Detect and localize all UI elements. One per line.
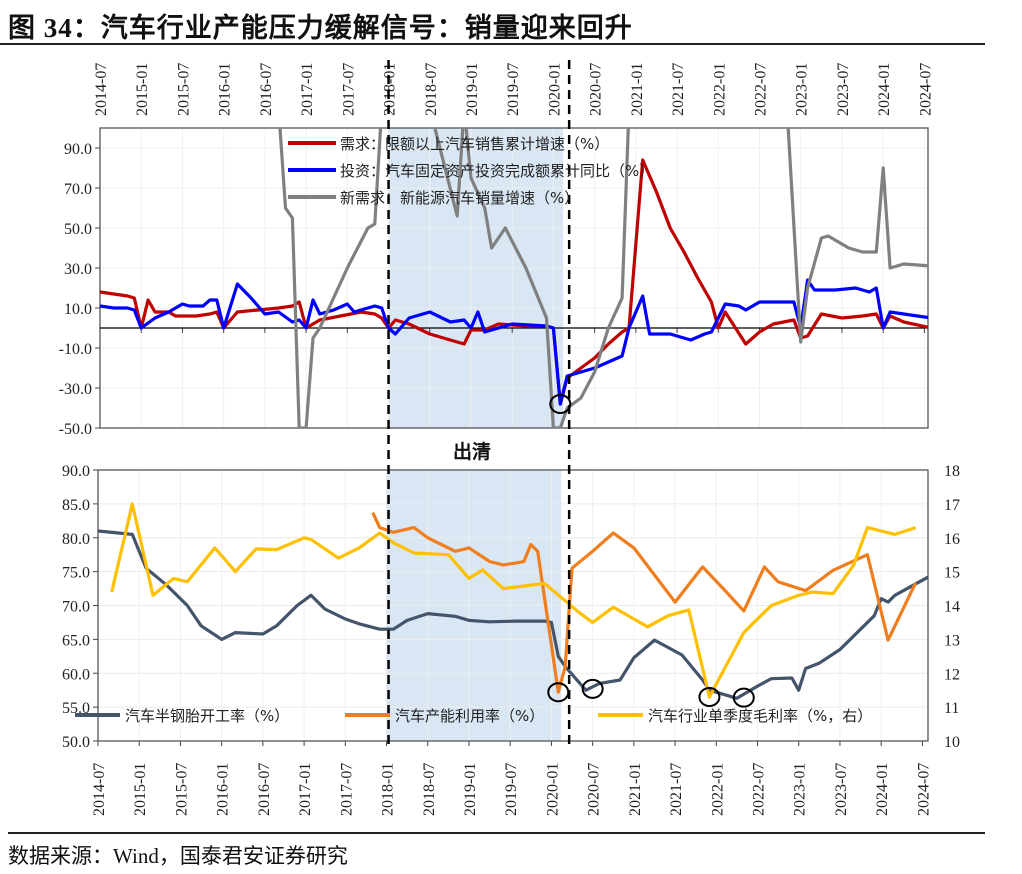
y-tick-label: 50.0 [62,734,90,751]
series-line-demand [100,158,928,406]
y2-tick-label: 14 [944,599,960,616]
x-tick-label-top: 2018-01 [382,63,399,116]
x-tick-label-top: 2021-07 [670,63,687,116]
x-tick-label-top: 2019-01 [464,63,481,116]
y-tick-label: 30.0 [64,261,92,278]
y2-tick-label: 18 [944,463,960,480]
y2-tick-label: 10 [944,734,960,751]
y2-tick-label: 15 [944,565,960,582]
y-tick-label: 80.0 [62,531,90,548]
y-tick-label: 70.0 [64,181,92,198]
y2-tick-label: 13 [944,632,960,649]
x-tick-label-bottom: 2014-07 [91,763,108,816]
circle-annotation [698,686,721,707]
x-tick-label-bottom: 2024-01 [874,763,891,816]
annotations [387,60,755,750]
legend-label: 需求：限额以上汽车销售累计增速（%） [340,135,609,153]
x-tick-label-top: 2023-07 [835,63,852,116]
y-tick-label: 75.0 [62,565,90,582]
y-tick-label: 90.0 [62,463,90,480]
y2-tick-label: 11 [944,700,959,717]
x-tick-label-top: 2020-07 [588,63,605,116]
x-tick-label-bottom: 2023-01 [792,763,809,816]
x-tick-label-bottom: 2024-07 [915,763,932,816]
x-tick-label-top: 2020-01 [546,63,563,116]
footer-divider [8,832,985,834]
x-tick-label-bottom: 2017-07 [338,763,355,816]
y-tick-label: -10.0 [59,341,92,358]
x-tick-label-bottom: 2019-07 [503,763,520,816]
x-tick-label-top: 2015-01 [134,63,151,116]
shaded-period [386,128,564,741]
y-tick-label: 50.0 [64,221,92,238]
x-tick-label-top: 2022-07 [753,63,770,116]
circle-annotation [732,687,755,708]
source-note: 数据来源：Wind，国泰君安证券研究 [8,844,348,868]
y-tick-label: 70.0 [62,599,90,616]
x-tick-label-top: 2018-07 [423,63,440,116]
legend-label: 汽车行业单季度毛利率（%，右） [648,707,872,725]
x-tick-label-top: 2014-07 [93,63,110,116]
x-tick-label-bottom: 2022-07 [751,763,768,816]
y-tick-label: -50.0 [59,421,92,438]
x-tick-label-top: 2024-01 [876,63,893,116]
x-tick-label-bottom: 2019-01 [462,763,479,816]
x-tick-label-bottom: 2023-07 [833,763,850,816]
legend-label: 汽车半钢胎开工率（%） [125,707,289,725]
plot-frame-top [99,127,929,429]
x-tick-label-bottom: 2015-01 [132,763,149,816]
x-tick-label-bottom: 2021-01 [627,763,644,816]
y-tick-label: 65.0 [62,632,90,649]
x-tick-label-bottom: 2020-01 [544,763,561,816]
y-tick-label: 85.0 [62,497,90,514]
x-tick-label-top: 2016-07 [258,63,275,116]
x-tick-label-bottom: 2018-07 [421,763,438,816]
x-tick-label-top: 2015-07 [175,63,192,116]
y-tick-label: 55.0 [62,700,90,717]
series-lines [98,128,928,700]
x-tick-label-bottom: 2022-01 [709,763,726,816]
x-tick-label-bottom: 2020-07 [586,763,603,816]
y-tick-label: 10.0 [64,301,92,318]
plot-frame-bottom [97,469,929,742]
shade-label: 出清 [453,440,491,463]
x-tick-label-bottom: 2018-01 [380,763,397,816]
legend-label: 新需求：新能源汽车销量增速（%） [340,189,579,207]
x-tick-label-bottom: 2015-07 [173,763,190,816]
x-tick-label-bottom: 2016-01 [215,763,232,816]
legend-label: 投资：汽车固定资产投资完成额累计同比（%） [340,162,654,180]
x-tick-label-bottom: 2017-01 [297,763,314,816]
y2-tick-label: 17 [944,497,960,514]
x-tick-label-top: 2017-07 [340,63,357,116]
x-tick-label-top: 2022-01 [711,63,728,116]
legend-label: 汽车产能利用率（%） [395,707,544,725]
circle-annotation [581,678,604,699]
x-tick-label-top: 2021-01 [629,63,646,116]
x-tick-label-top: 2016-01 [217,63,234,116]
shaded-region-top [388,128,564,428]
circle-annotation [549,394,572,414]
y-tick-label: -30.0 [59,381,92,398]
series-line-capacity [371,512,917,694]
figure-title: 图 34：汽车行业产能压力缓解信号：销量迎来回升 [8,13,633,43]
axes: 90.0 70.0 50.0 30.0 10.0 -10.0 -30.0 -50.0 2014-… [59,63,960,816]
series-line-investment [100,278,928,406]
legends: 需求：限额以上汽车销售累计增速（%） 投资：汽车固定资产投资完成额累计同比（%） 新… [75,135,872,725]
x-tick-label-top: 2017-01 [299,63,316,116]
y-tick-label: 60.0 [62,666,90,683]
x-tick-label-top: 2019-07 [505,63,522,116]
series-line-margin [110,502,917,699]
series-line-nev [278,128,928,428]
x-tick-label-bottom: 2021-07 [668,763,685,816]
y2-tick-label: 12 [944,666,960,683]
title-divider [0,43,985,45]
y-tick-label: 90.0 [64,141,92,158]
x-tick-label-top: 2024-07 [917,63,934,116]
y2-tick-label: 16 [944,531,960,548]
x-tick-label-top: 2023-01 [794,63,811,116]
x-tick-label-bottom: 2016-07 [256,763,273,816]
